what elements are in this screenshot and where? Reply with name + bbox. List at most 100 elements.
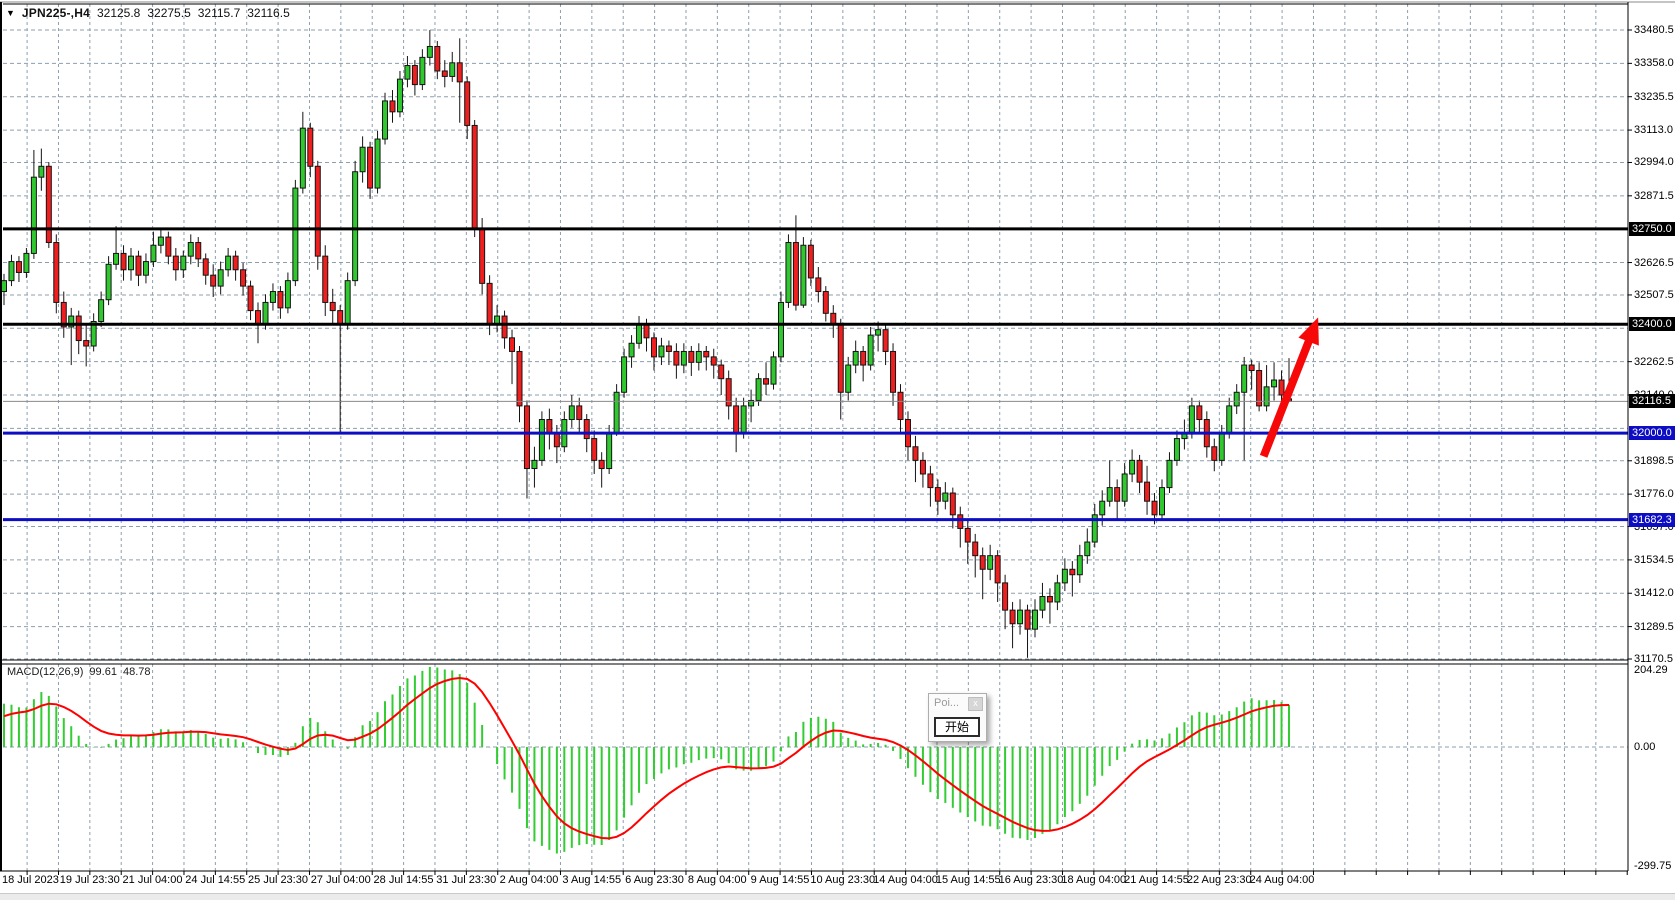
bull-candle bbox=[1084, 541, 1091, 557]
macd-axis-min-label: -299.75 bbox=[1634, 860, 1672, 872]
bull-candle bbox=[396, 78, 403, 113]
price-tick-label: 33480.5 bbox=[1634, 24, 1674, 36]
line-price-chip: 32400.0 bbox=[1629, 317, 1675, 332]
bear-candle bbox=[195, 242, 202, 260]
bear-candle bbox=[509, 337, 516, 352]
price-tick-label: 33358.0 bbox=[1634, 57, 1674, 70]
price-tick-label: 31776.0 bbox=[1634, 488, 1674, 501]
bull-candle bbox=[449, 62, 456, 77]
bear-candle bbox=[792, 242, 799, 306]
bear-candle bbox=[591, 438, 598, 461]
bear-candle bbox=[471, 124, 478, 230]
time-axis-label: 10 Aug 23:30 bbox=[810, 874, 876, 886]
bear-candle bbox=[1151, 500, 1158, 516]
bear-candle bbox=[411, 65, 418, 86]
bear-candle bbox=[688, 350, 695, 363]
bear-candle bbox=[1114, 487, 1121, 502]
price-tick-label: 32871.5 bbox=[1634, 189, 1674, 202]
bull-candle bbox=[867, 334, 874, 366]
bear-candle bbox=[994, 555, 1001, 584]
bear-candle bbox=[165, 236, 172, 257]
bear-candle bbox=[912, 446, 919, 461]
trend-arrow-head[interactable] bbox=[1298, 317, 1319, 346]
pane-separator[interactable] bbox=[3, 660, 1628, 664]
bull-candle bbox=[695, 350, 702, 363]
bull-candle bbox=[292, 187, 299, 282]
bear-candle bbox=[703, 350, 710, 358]
popup-start-button[interactable]: 开始 bbox=[934, 717, 980, 737]
bull-candle bbox=[344, 280, 351, 325]
bear-candle bbox=[501, 315, 508, 339]
price-tick-label: 32994.0 bbox=[1634, 156, 1674, 169]
price-tick-label: 31898.5 bbox=[1634, 454, 1674, 467]
time-axis-label: 21 Jul 04:00 bbox=[122, 874, 183, 886]
bull-candle bbox=[128, 255, 135, 271]
trend-arrow-shaft[interactable] bbox=[1259, 334, 1315, 458]
bear-candle bbox=[15, 261, 22, 273]
bear-candle bbox=[232, 255, 239, 271]
popup-window[interactable]: Poi... x 开始 bbox=[928, 693, 987, 742]
bear-candle bbox=[822, 291, 829, 314]
bull-candle bbox=[1076, 555, 1083, 576]
ohlc-open-value: 32125.8 bbox=[96, 6, 141, 20]
bear-candle bbox=[486, 282, 493, 325]
bear-candle bbox=[1256, 370, 1263, 407]
symbol-dropdown-icon[interactable]: ▼ bbox=[6, 8, 15, 18]
bear-candle bbox=[464, 81, 471, 126]
popup-close-icon[interactable]: x bbox=[968, 697, 983, 711]
bear-candle bbox=[979, 555, 986, 570]
bull-candle bbox=[748, 399, 755, 407]
symbol-period-label: JPN225-,H4 bbox=[21, 6, 90, 20]
bull-candle bbox=[1129, 459, 1136, 475]
bear-candle bbox=[957, 514, 964, 529]
bull-candle bbox=[942, 492, 949, 502]
time-axis-label: 8 Aug 04:00 bbox=[687, 874, 747, 886]
bear-candle bbox=[83, 340, 90, 347]
time-axis[interactable]: 18 Jul 2023 19 Jul 23:30 21 Jul 04:00 24 Ju… bbox=[0, 872, 1628, 892]
time-axis-label: 24 Jul 14:55 bbox=[185, 874, 246, 886]
bull-candle bbox=[987, 555, 994, 570]
bear-candle bbox=[367, 146, 374, 189]
price-axis[interactable]: 33480.5 33358.0 33235.5 33113.0 32994.0 32871… bbox=[1629, 0, 1675, 900]
time-axis-label: 31 Jul 23:30 bbox=[436, 874, 497, 886]
time-axis-label: 9 Aug 14:55 bbox=[750, 874, 810, 886]
bear-candle bbox=[210, 274, 217, 287]
bull-candle bbox=[538, 419, 545, 461]
bull-candle bbox=[38, 165, 45, 178]
bull-candle bbox=[1233, 391, 1240, 407]
bear-candle bbox=[643, 323, 650, 339]
bear-candle bbox=[1024, 609, 1031, 630]
bear-candle bbox=[329, 301, 336, 312]
bull-candle bbox=[845, 364, 852, 393]
time-axis-label: 15 Aug 14:55 bbox=[935, 874, 1001, 886]
bull-candle bbox=[606, 432, 613, 470]
bear-candle bbox=[456, 62, 463, 83]
bull-candle bbox=[30, 176, 37, 254]
bear-candle bbox=[255, 310, 262, 325]
bear-candle bbox=[807, 244, 814, 279]
bear-candle bbox=[523, 405, 530, 470]
bull-candle bbox=[1173, 438, 1180, 461]
bear-candle bbox=[718, 364, 725, 380]
bull-candle bbox=[352, 171, 359, 282]
bull-candle bbox=[852, 350, 859, 366]
time-axis-label: 2 Aug 04:00 bbox=[499, 874, 559, 886]
time-axis-label: 19 Jul 23:30 bbox=[59, 874, 120, 886]
bull-candle bbox=[770, 356, 777, 385]
bull-candle bbox=[284, 280, 291, 309]
bear-candle bbox=[314, 165, 321, 257]
bull-candle bbox=[1099, 500, 1106, 516]
popup-title: Poi... bbox=[934, 697, 960, 709]
bull-candle bbox=[777, 301, 784, 358]
macd-axis-max-label: 204.29 bbox=[1634, 664, 1668, 676]
bull-candle bbox=[1166, 459, 1173, 489]
time-axis-label: 6 Aug 23:30 bbox=[625, 874, 684, 886]
bull-candle bbox=[621, 356, 628, 393]
indicator-name: MACD(12,26,9) bbox=[7, 666, 84, 678]
bull-candle bbox=[1054, 582, 1061, 603]
popup-titlebar[interactable]: Poi... x bbox=[929, 694, 986, 715]
bear-candle bbox=[240, 269, 247, 287]
bear-candle bbox=[307, 127, 314, 167]
bear-candle bbox=[1046, 596, 1053, 603]
